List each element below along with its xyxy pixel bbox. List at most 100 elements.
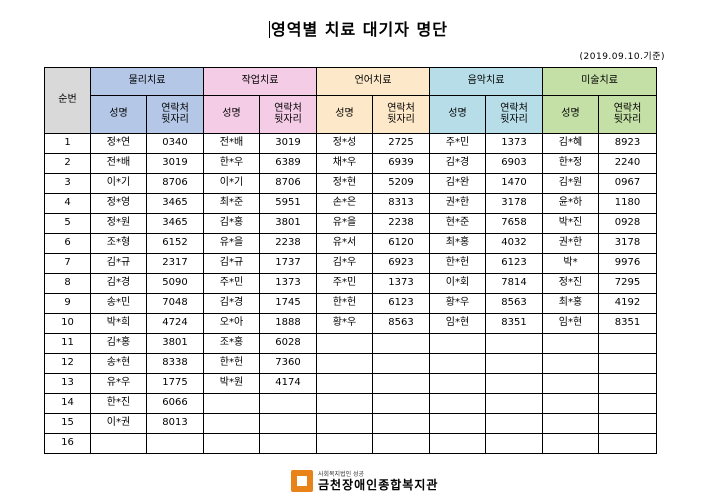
row-number: 5 <box>44 213 91 234</box>
cell-contact: 1373 <box>372 273 430 294</box>
cell-contact <box>259 393 317 414</box>
cell-name: 박*진 <box>542 213 599 234</box>
cell-contact: 3465 <box>146 213 204 234</box>
cell-contact: 0967 <box>598 173 657 194</box>
org-logo-icon <box>291 470 313 492</box>
cell-contact: 8563 <box>372 313 430 334</box>
cell-name: 황*우 <box>429 293 486 314</box>
cell-name: 조*홍 <box>203 333 260 354</box>
cell-name <box>90 433 147 454</box>
cell-name: 채*우 <box>316 153 373 174</box>
table-row: 4 정*영 3465 최*준 5951 손*은 8313 권*한 3178 윤*하 1180 <box>44 193 657 214</box>
table-row: 7 김*규 2317 김*규 1737 김*우 6923 한*헌 6123 박* 9976 <box>44 253 657 274</box>
cell-name: 한*정 <box>542 153 599 174</box>
table-row: 2 전*배 3019 한*우 6389 채*우 6939 김*경 6903 한*정 2240 <box>44 153 657 174</box>
cell-contact: 0340 <box>146 133 204 154</box>
cell-name: 김*규 <box>203 253 260 274</box>
cell-name: 김*규 <box>90 253 147 274</box>
group-header: 물리치료 <box>90 67 204 96</box>
sub-header-contact: 연락처 뒷자리 <box>146 95 204 134</box>
row-number: 11 <box>44 333 91 354</box>
cell-contact <box>372 373 430 394</box>
cell-contact: 6120 <box>372 233 430 254</box>
cell-name: 오*아 <box>203 313 260 334</box>
cell-contact: 8923 <box>598 133 657 154</box>
cell-name: 박*희 <box>90 313 147 334</box>
cell-name: 한*헌 <box>429 253 486 274</box>
cell-name: 이*기 <box>90 173 147 194</box>
cell-contact <box>598 353 657 374</box>
cell-name <box>203 433 260 454</box>
sub-header-name: 성명 <box>90 95 147 134</box>
table-row: 3 이*기 8706 이*기 8706 정*현 5209 김*완 1470 김*원 0967 <box>44 173 657 194</box>
cell-name: 유*을 <box>203 233 260 254</box>
table-row: 14 한*진 6066 <box>44 393 657 414</box>
cell-name <box>316 373 373 394</box>
cell-contact: 3801 <box>259 213 317 234</box>
cell-contact: 7048 <box>146 293 204 314</box>
header-row-groups: 순번 물리치료 작업치료 언어치료 음악치료 미술치료 <box>44 67 657 134</box>
cell-name <box>203 413 260 434</box>
cell-name: 현*준 <box>429 213 486 234</box>
sub-header-contact-line: 연락처 <box>500 103 528 114</box>
row-number: 4 <box>44 193 91 214</box>
cell-contact <box>598 333 657 354</box>
sub-header-name: 성명 <box>316 95 373 134</box>
row-number: 16 <box>44 433 91 454</box>
cell-name: 황*우 <box>316 313 373 334</box>
cell-name: 김*우 <box>316 253 373 274</box>
cell-name: 김*홍 <box>203 213 260 234</box>
cell-contact: 1180 <box>598 193 657 214</box>
cell-name <box>316 413 373 434</box>
sub-header-contact-line: 연락처 <box>274 103 302 114</box>
cell-contact: 6123 <box>485 253 543 274</box>
cell-contact <box>598 373 657 394</box>
cell-name: 윤*하 <box>542 193 599 214</box>
row-number: 13 <box>44 373 91 394</box>
cell-contact: 7814 <box>485 273 543 294</box>
cell-contact <box>485 353 543 374</box>
cell-name: 정*연 <box>90 133 147 154</box>
cell-name: 이*권 <box>90 413 147 434</box>
cell-name: 주*민 <box>316 273 373 294</box>
sub-header-contact-line: 뒷자리 <box>387 113 415 125</box>
cell-name <box>316 393 373 414</box>
cell-name <box>542 333 599 354</box>
cell-name: 김*혜 <box>542 133 599 154</box>
cell-name: 한*헌 <box>203 353 260 374</box>
cell-contact: 4032 <box>485 233 543 254</box>
table-row: 5 정*원 3465 김*홍 3801 유*을 2238 현*준 7658 박*진 0928 <box>44 213 657 234</box>
row-number: 15 <box>44 413 91 434</box>
cell-contact: 5209 <box>372 173 430 194</box>
waitlist-table: 순번 물리치료 작업치료 언어치료 음악치료 미술치료 성명 연락처 뒷자리 성명 연락처 뒷자리 성명… <box>44 67 657 454</box>
sub-header-contact: 연락처 뒷자리 <box>598 95 657 134</box>
row-number: 9 <box>44 293 91 314</box>
sub-header-name: 성명 <box>542 95 599 134</box>
cell-name <box>316 433 373 454</box>
table-row: 1 정*연 0340 전*배 3019 정*성 2725 주*민 1373 김*혜 8923 <box>44 133 657 154</box>
row-number: 8 <box>44 273 91 294</box>
cell-contact <box>598 393 657 414</box>
org-name: 금천장애인종합복지관 <box>318 477 439 492</box>
cell-contact: 8013 <box>146 413 204 434</box>
cell-name: 전*배 <box>90 153 147 174</box>
cell-name <box>429 433 486 454</box>
sub-header-contact: 연락처 뒷자리 <box>259 95 317 134</box>
sub-header-contact: 연락처 뒷자리 <box>372 95 430 134</box>
cell-name: 최*홍 <box>429 233 486 254</box>
cell-contact: 6389 <box>259 153 317 174</box>
cell-name: 박*원 <box>203 373 260 394</box>
row-number: 7 <box>44 253 91 274</box>
row-number: 12 <box>44 353 91 374</box>
cell-contact: 2725 <box>372 133 430 154</box>
sub-header-contact-line: 뒷자리 <box>161 113 189 125</box>
cell-contact: 7360 <box>259 353 317 374</box>
cell-name: 정*영 <box>90 193 147 214</box>
text-cursor <box>269 21 271 38</box>
row-number: 6 <box>44 233 91 254</box>
cell-contact: 6028 <box>259 333 317 354</box>
table-row: 15 이*권 8013 <box>44 413 657 434</box>
cell-contact: 8706 <box>146 173 204 194</box>
cell-contact <box>598 433 657 454</box>
cell-name: 주*민 <box>429 133 486 154</box>
